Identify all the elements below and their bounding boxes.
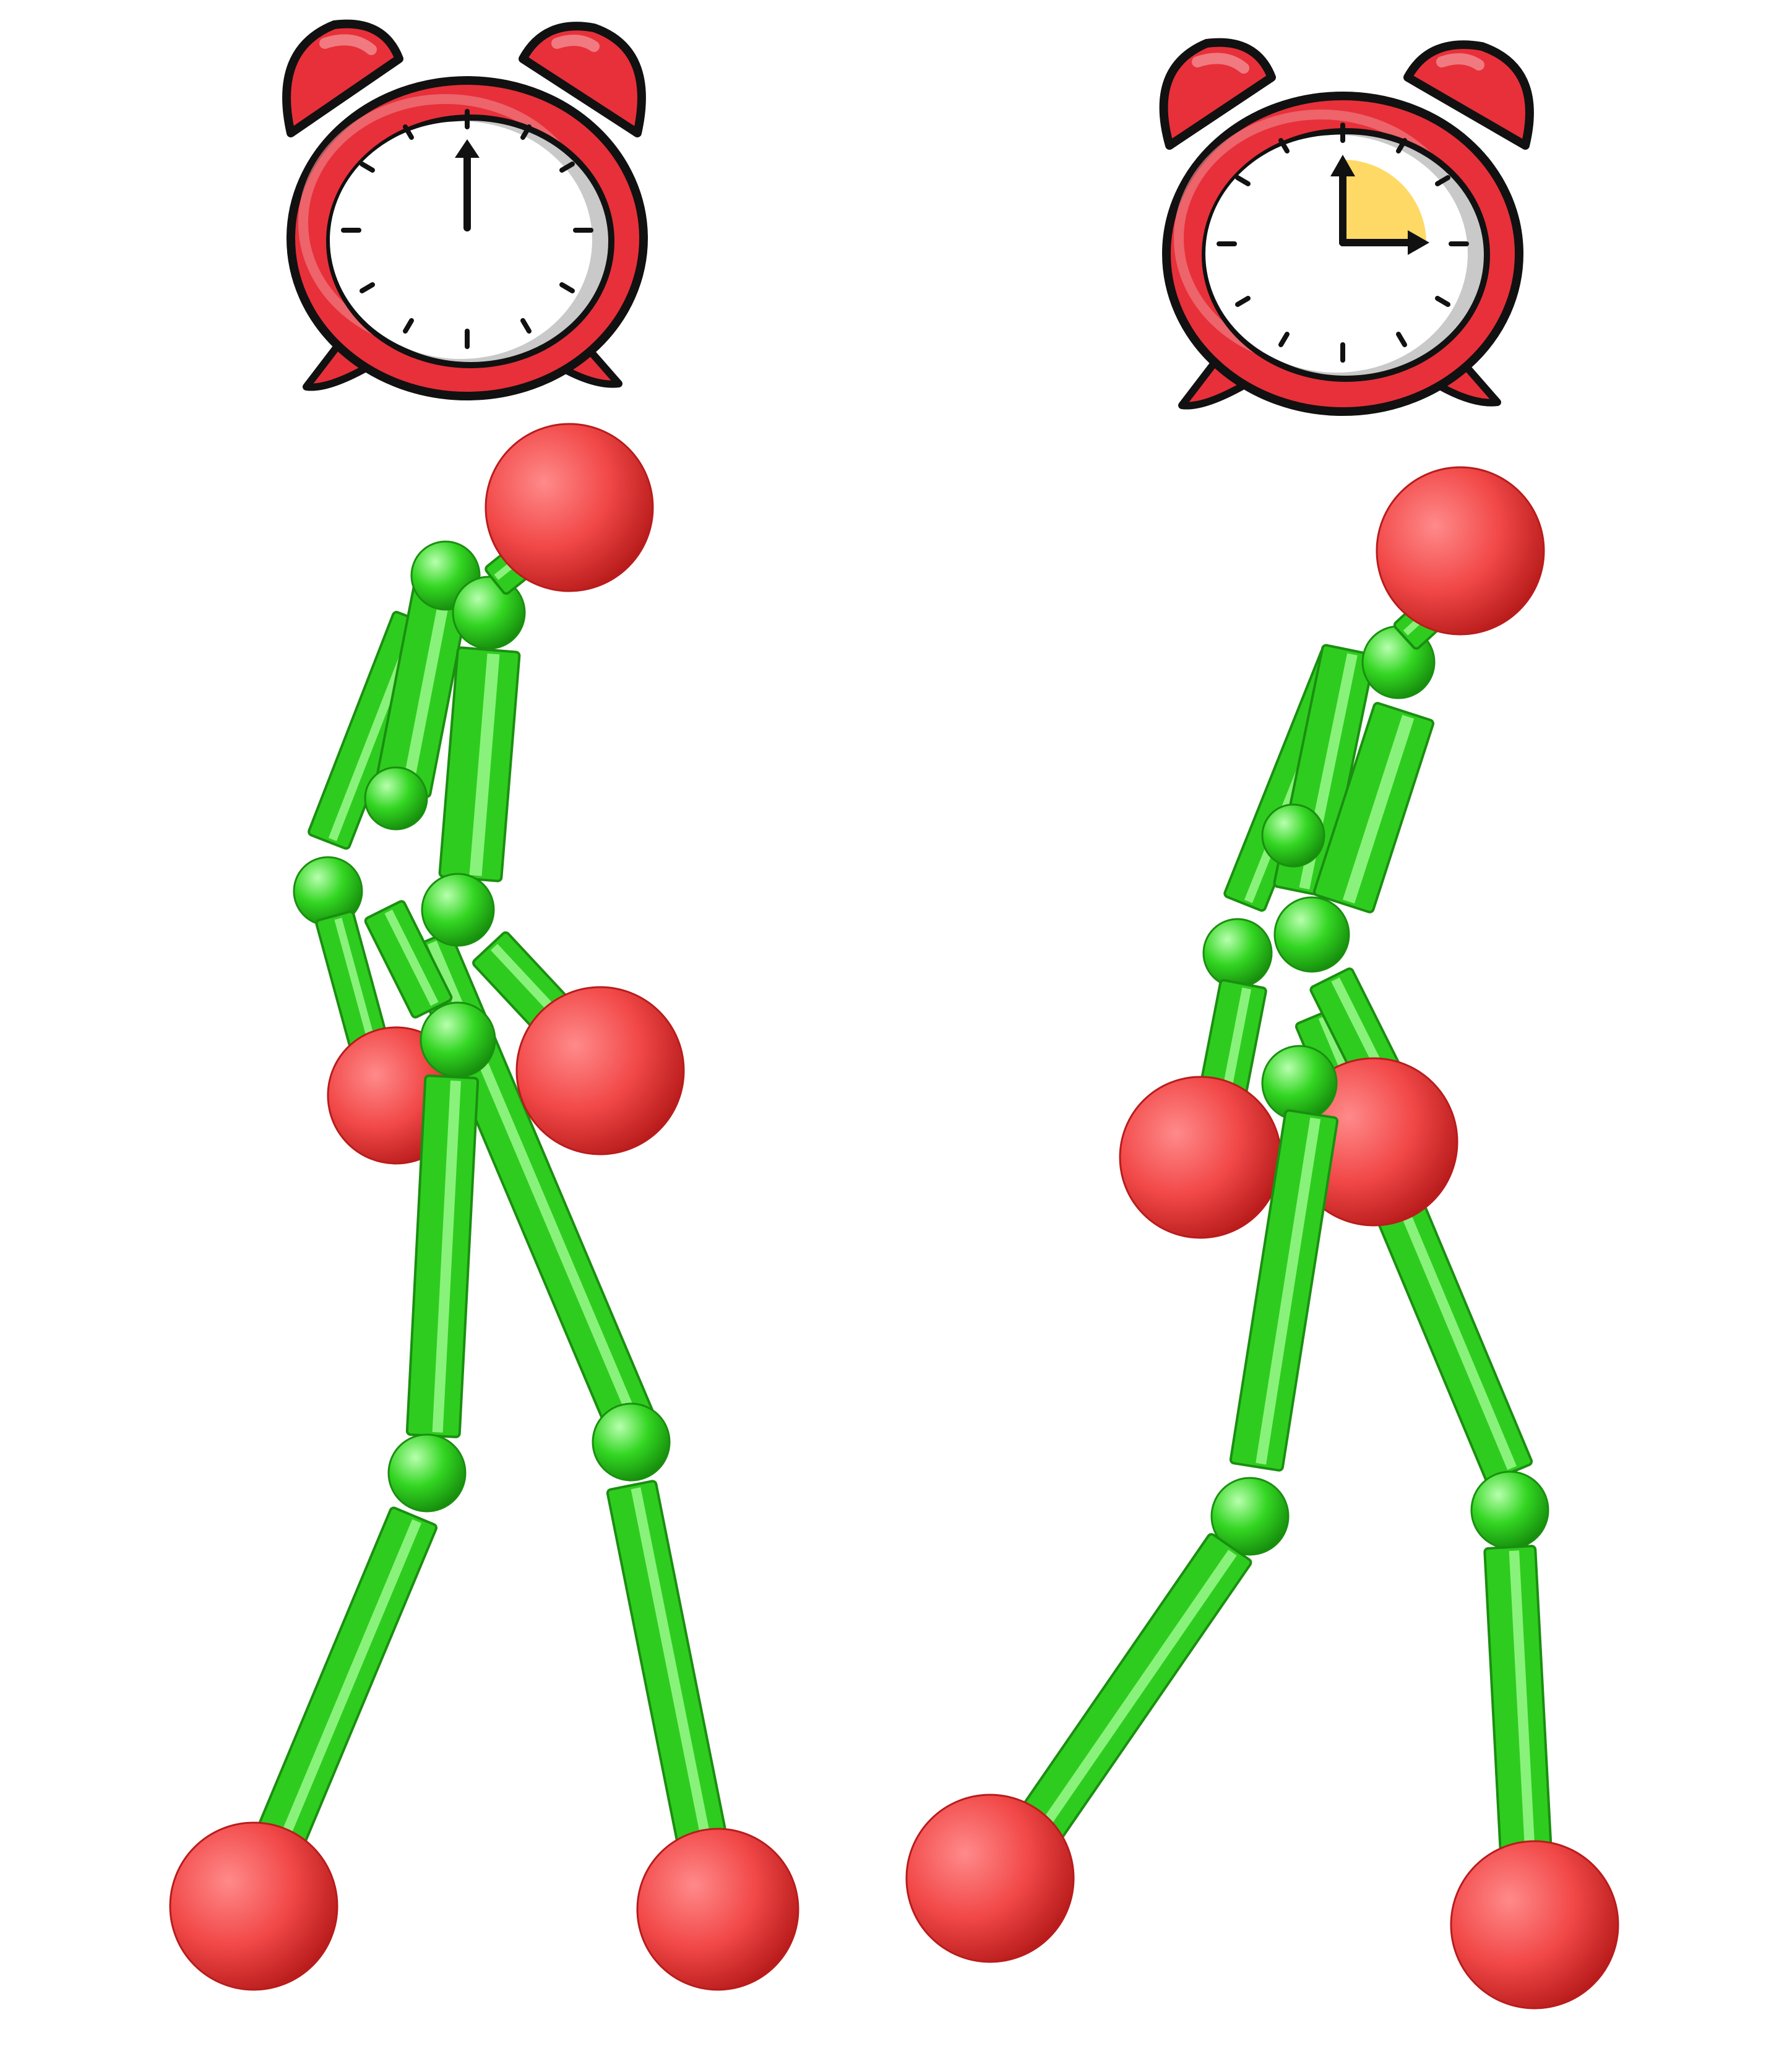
back-knee-joint	[1470, 1470, 1549, 1550]
front-foot	[169, 1821, 338, 1991]
front-shin	[1019, 1533, 1252, 1840]
alarm-clock-icon	[282, 19, 648, 400]
back-shin	[1483, 1545, 1555, 1902]
head	[485, 423, 654, 592]
back-knee-joint	[592, 1402, 671, 1482]
front-knee-joint	[1210, 1477, 1290, 1556]
head	[1376, 466, 1545, 636]
elapsed-quarter-sector	[1343, 160, 1426, 243]
back-elbow-joint	[1202, 918, 1273, 988]
back-hand	[1119, 1076, 1282, 1239]
front-knee-joint	[387, 1433, 467, 1513]
back-foot	[1450, 1840, 1619, 2010]
front-shin	[249, 1506, 438, 1867]
back-forearm	[1199, 978, 1267, 1101]
clock-right	[1159, 38, 1534, 416]
front-foot	[905, 1794, 1075, 1963]
back-foot	[636, 1828, 799, 1991]
front-hip-joint	[420, 1001, 496, 1078]
torso	[438, 646, 521, 883]
hip-segment	[364, 900, 453, 1019]
pelvis-joint	[364, 766, 428, 831]
front-thigh	[405, 1074, 480, 1438]
front-hand	[515, 986, 685, 1155]
stick-figure-left	[169, 423, 799, 1991]
stick-figure-walking-icon	[905, 466, 1619, 2010]
clock-hand-up	[455, 139, 480, 231]
stick-figure-walking-icon	[169, 423, 799, 1991]
clock-left	[282, 19, 648, 400]
clock-hands-quarter	[1330, 155, 1429, 255]
front-hip-joint	[1261, 1045, 1338, 1121]
front-shoulder-joint	[421, 873, 495, 947]
front-thigh	[1229, 1109, 1339, 1472]
stick-figure-right	[905, 466, 1619, 2010]
pelvis-joint	[1261, 803, 1325, 868]
alarm-clock-icon	[1159, 38, 1534, 416]
torso	[1312, 702, 1435, 913]
front-shoulder-joint	[1273, 896, 1350, 973]
